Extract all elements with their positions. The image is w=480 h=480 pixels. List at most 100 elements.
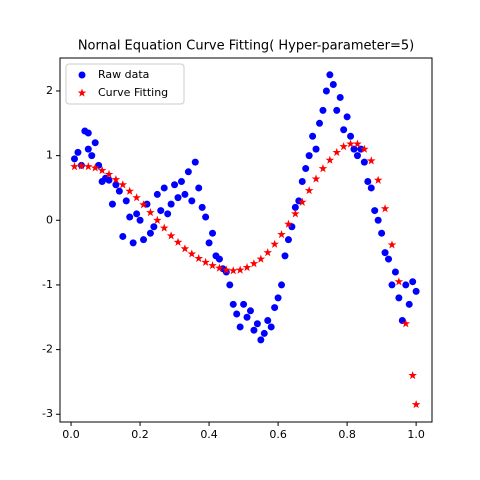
point: [398, 316, 406, 324]
point: [336, 93, 344, 101]
star-point: [401, 319, 411, 328]
star-point: [228, 266, 238, 275]
star-point: [387, 240, 397, 249]
point: [177, 177, 185, 185]
point: [340, 126, 348, 134]
star-point: [194, 253, 203, 263]
point: [146, 229, 154, 237]
point: [122, 197, 130, 205]
x-tick-label: 0.8: [338, 428, 356, 441]
star-point: [291, 209, 300, 218]
star-point: [311, 174, 321, 183]
point: [388, 281, 396, 289]
point: [291, 203, 299, 211]
point: [298, 177, 306, 185]
star-point: [394, 277, 404, 286]
point: [381, 249, 389, 257]
point: [160, 184, 168, 192]
star-point: [339, 142, 348, 151]
star-point: [125, 186, 134, 195]
star-point: [297, 197, 307, 206]
point: [305, 152, 313, 160]
star-point: [263, 248, 273, 257]
point: [167, 200, 175, 208]
point: [260, 329, 268, 337]
point: [409, 278, 417, 286]
star-point: [346, 139, 355, 148]
point: [274, 294, 282, 302]
point: [371, 207, 379, 215]
point: [229, 300, 237, 308]
point: [112, 181, 120, 189]
point: [395, 294, 403, 302]
star-point: [249, 259, 259, 268]
point: [264, 316, 272, 324]
y-tick-label: -2: [42, 343, 53, 356]
point: [253, 320, 261, 328]
star-point: [222, 265, 231, 274]
point: [202, 213, 210, 221]
point: [343, 113, 351, 121]
point: [250, 326, 258, 334]
point: [240, 300, 248, 308]
point: [88, 152, 96, 160]
point: [309, 132, 317, 140]
star-point: [166, 231, 176, 240]
point: [302, 165, 310, 173]
star-point: [208, 261, 217, 270]
point: [316, 119, 324, 127]
point: [115, 187, 123, 195]
point: [385, 255, 393, 263]
point: [174, 194, 182, 202]
point: [205, 239, 213, 247]
point: [191, 158, 199, 166]
point: [402, 281, 410, 289]
point: [322, 87, 330, 95]
star-point: [180, 244, 190, 253]
star-point: [201, 257, 210, 266]
star-point: [366, 156, 376, 165]
chart-title: Nornal Equation Curve Fitting( Hyper-par…: [78, 39, 414, 54]
point: [133, 210, 141, 218]
point: [91, 139, 99, 147]
point: [136, 216, 144, 224]
legend-box: [65, 63, 185, 105]
point: [405, 300, 413, 308]
star-point: [132, 193, 141, 202]
y-tick-label: 0: [46, 213, 53, 226]
star-point: [97, 166, 107, 175]
point: [236, 323, 244, 331]
point: [271, 304, 279, 312]
point: [281, 252, 289, 260]
y-tick-label: 1: [46, 149, 53, 162]
star-point: [215, 263, 224, 272]
star-point: [411, 400, 421, 409]
star-point: [256, 254, 266, 263]
point: [140, 236, 148, 244]
point: [70, 155, 78, 163]
axes-frame: [59, 57, 433, 423]
star-point: [187, 249, 197, 258]
star-point: [360, 144, 369, 153]
point: [195, 184, 203, 192]
point: [209, 229, 217, 237]
point: [353, 152, 361, 160]
point: [119, 232, 127, 240]
point: [74, 148, 82, 156]
star-point: [325, 155, 335, 164]
star-point: [111, 175, 121, 184]
point: [198, 203, 206, 211]
star-point: [146, 208, 155, 217]
point: [129, 239, 137, 247]
x-tick-label: 0.2: [131, 428, 149, 441]
point: [157, 207, 165, 215]
point: [108, 200, 116, 208]
star-point: [284, 219, 293, 228]
point: [367, 184, 375, 192]
point: [105, 176, 113, 184]
point: [126, 213, 134, 221]
point: [278, 281, 286, 289]
legend-label: Curve Fitting: [98, 86, 168, 99]
point: [188, 197, 196, 205]
point: [84, 129, 92, 137]
